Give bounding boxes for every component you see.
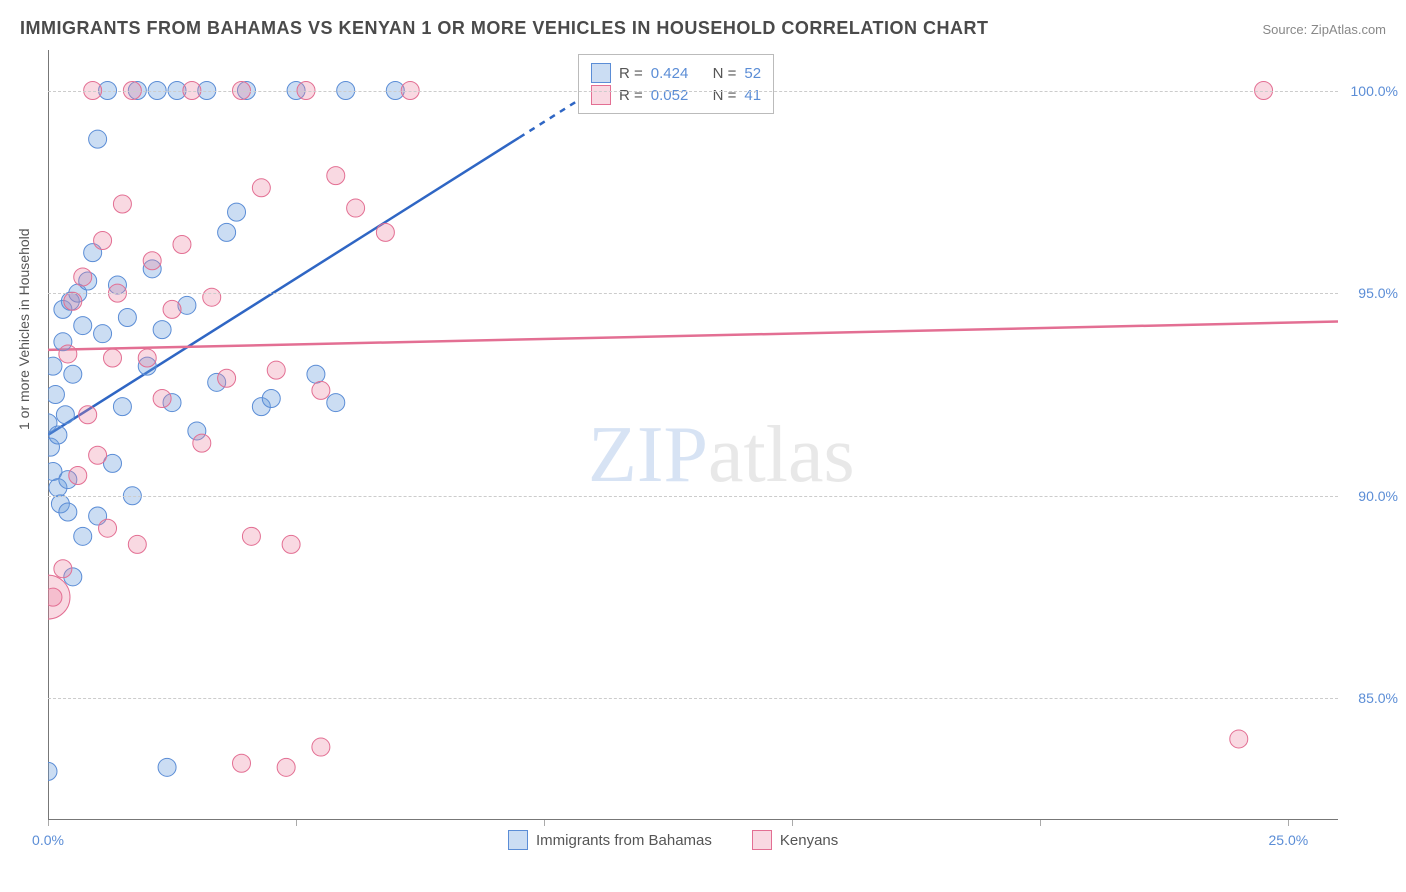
x-tick-mark — [792, 820, 793, 826]
source-label: Source: ZipAtlas.com — [1262, 22, 1386, 37]
y-tick-label: 100.0% — [1351, 83, 1398, 99]
x-tick-mark — [1040, 820, 1041, 826]
bottom-legend-blue: Immigrants from Bahamas — [508, 830, 712, 850]
gridline — [48, 698, 1338, 699]
y-tick-label: 95.0% — [1358, 285, 1398, 301]
r-value-blue: 0.424 — [651, 65, 689, 82]
gridline — [48, 91, 1338, 92]
chart-title: IMMIGRANTS FROM BAHAMAS VS KENYAN 1 OR M… — [20, 18, 989, 39]
legend-row-pink: R = 0.052 N = 41 — [591, 85, 761, 105]
series-name-blue: Immigrants from Bahamas — [536, 832, 712, 849]
bottom-legend: Immigrants from Bahamas Kenyans — [508, 830, 838, 850]
y-tick-label: 90.0% — [1358, 488, 1398, 504]
gridline — [48, 293, 1338, 294]
swatch-pink — [752, 830, 772, 850]
x-tick-mark — [296, 820, 297, 826]
legend-row-blue: R = 0.424 N = 52 — [591, 63, 761, 83]
swatch-blue — [508, 830, 528, 850]
x-tick-mark — [48, 820, 49, 826]
x-tick-mark — [1288, 820, 1289, 826]
swatch-blue — [591, 63, 611, 83]
r-value-pink: 0.052 — [651, 87, 689, 104]
n-label: N = — [713, 87, 737, 104]
x-tick-mark — [544, 820, 545, 826]
y-axis-label: 1 or more Vehicles in Household — [16, 228, 32, 430]
y-tick-label: 85.0% — [1358, 690, 1398, 706]
plot-area: ZIPatlas R = 0.424 N = 52 R = 0.052 N = … — [48, 50, 1338, 820]
chart-svg — [48, 50, 1338, 820]
n-label: N = — [713, 65, 737, 82]
series-name-pink: Kenyans — [780, 832, 838, 849]
legend-stats-box: R = 0.424 N = 52 R = 0.052 N = 41 — [578, 54, 774, 114]
x-tick-label: 25.0% — [1269, 832, 1309, 848]
r-label: R = — [619, 65, 643, 82]
n-value-blue: 52 — [744, 65, 761, 82]
n-value-pink: 41 — [744, 87, 761, 104]
gridline — [48, 496, 1338, 497]
x-tick-label: 0.0% — [32, 832, 64, 848]
bottom-legend-pink: Kenyans — [752, 830, 838, 850]
swatch-pink — [591, 85, 611, 105]
r-label: R = — [619, 87, 643, 104]
